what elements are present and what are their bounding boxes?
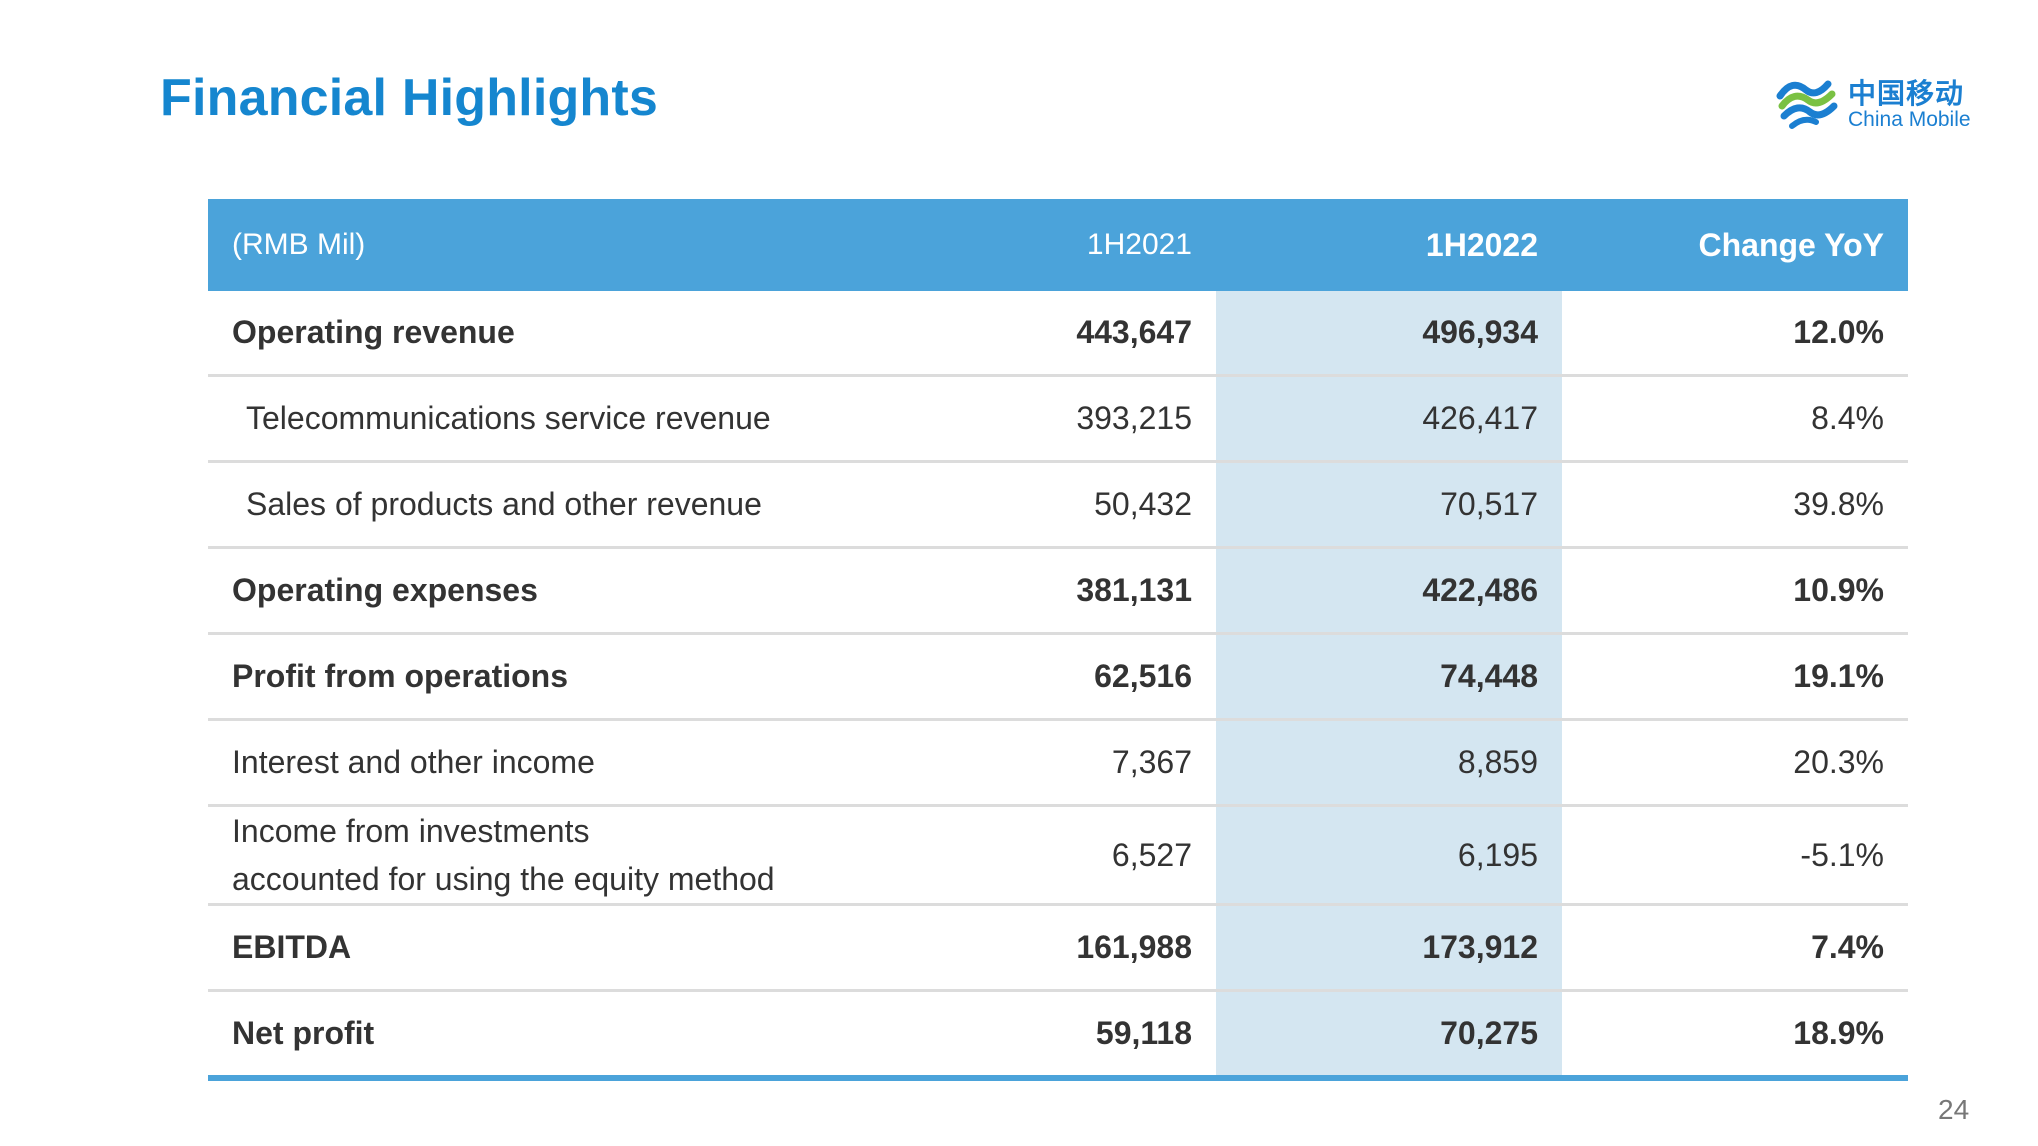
- cell-1h2022: 496,934: [1216, 291, 1562, 377]
- china-mobile-logo: 中国移动 China Mobile: [1772, 66, 1982, 136]
- row-label: 6,527 Income from investments accounted …: [208, 805, 1216, 906]
- table-row-profit-from-operations: Profit from operations 62,516 74,448 19.…: [208, 633, 1908, 721]
- slide-title: Financial Highlights: [160, 69, 659, 127]
- page-number: 24: [1938, 1094, 1970, 1125]
- table-row-sales-products-revenue: Sales of products and other revenue 50,4…: [208, 461, 1908, 549]
- table-row-income-from-investments: 6,527 Income from investments accounted …: [208, 805, 1908, 906]
- financial-table-body: (RMB Mil) 1H2021 1H2022 Change YoY Opera…: [208, 199, 1908, 1081]
- cell-change-yoy: 10.9%: [1562, 547, 1908, 635]
- row-label-text: Sales of products and other revenue: [246, 486, 762, 522]
- cell-1h2022: 74,448: [1216, 633, 1562, 721]
- header-1h2022: 1H2022: [1216, 199, 1562, 291]
- header-unit: (RMB Mil) 1H2021: [208, 199, 1216, 291]
- cell-1h2022: 422,486: [1216, 547, 1562, 635]
- row-label-line2: accounted for using the equity method: [232, 861, 775, 897]
- cell-1h2021: 59,118: [1095, 1015, 1192, 1051]
- header-change-yoy: Change YoY: [1562, 199, 1908, 291]
- row-label-line1: Income from investments: [232, 813, 590, 849]
- cell-1h2022: 8,859: [1216, 719, 1562, 807]
- row-label: EBITDA 161,988: [208, 904, 1216, 992]
- cell-1h2021: 62,516: [1094, 658, 1192, 694]
- cell-1h2021: 50,432: [1094, 486, 1192, 522]
- row-label-text: Interest and other income: [232, 744, 595, 780]
- cell-1h2021: 7,367: [1111, 744, 1192, 780]
- cell-change-yoy: 18.9%: [1562, 990, 1908, 1081]
- row-label-text: Operating revenue: [232, 314, 515, 350]
- logo-text-en: China Mobile: [1848, 108, 1971, 131]
- table-row-telecom-service-revenue: Telecommunications service revenue 393,2…: [208, 375, 1908, 463]
- row-label-text: Net profit: [232, 1015, 375, 1051]
- cell-1h2022: 70,517: [1216, 461, 1562, 549]
- cell-1h2022: 426,417: [1216, 375, 1562, 463]
- header-1h2021: 1H2021: [1086, 228, 1192, 261]
- cell-1h2021: 6,527: [1111, 837, 1192, 873]
- row-label-text: Profit from operations: [232, 658, 569, 694]
- cell-1h2021: 161,988: [1076, 929, 1192, 965]
- cell-change-yoy: 39.8%: [1562, 461, 1908, 549]
- cell-change-yoy: -5.1%: [1562, 805, 1908, 906]
- row-label-text: EBITDA: [232, 929, 352, 965]
- cell-1h2022: 6,195: [1216, 805, 1562, 906]
- cell-change-yoy: 7.4%: [1562, 904, 1908, 992]
- financial-table: (RMB Mil) 1H2021 1H2022 Change YoY Opera…: [208, 199, 1908, 1081]
- cell-change-yoy: 20.3%: [1562, 719, 1908, 807]
- table-row-interest-other-income: Interest and other income 7,367 8,859 20…: [208, 719, 1908, 807]
- row-label: Sales of products and other revenue 50,4…: [208, 461, 1216, 549]
- cell-1h2021: 393,215: [1076, 400, 1192, 436]
- header-unit-label: (RMB Mil): [232, 228, 366, 261]
- cell-1h2021: 443,647: [1076, 314, 1192, 350]
- cell-change-yoy: 19.1%: [1562, 633, 1908, 721]
- logo-text-cn: 中国移动: [1848, 77, 1965, 110]
- cell-1h2022: 70,275: [1216, 990, 1562, 1081]
- cell-1h2021: 381,131: [1076, 572, 1192, 608]
- table-header-row: (RMB Mil) 1H2021 1H2022 Change YoY: [208, 199, 1908, 291]
- table-row-net-profit: Net profit 59,118 70,275 18.9%: [208, 990, 1908, 1081]
- row-label: Interest and other income 7,367: [208, 719, 1216, 807]
- row-label: Profit from operations 62,516: [208, 633, 1216, 721]
- row-label: Net profit 59,118: [208, 990, 1216, 1081]
- row-label: Operating revenue 443,647: [208, 291, 1216, 377]
- cell-change-yoy: 12.0%: [1562, 291, 1908, 377]
- cell-change-yoy: 8.4%: [1562, 375, 1908, 463]
- cell-1h2022: 173,912: [1216, 904, 1562, 992]
- china-mobile-logo-icon: [1776, 80, 1838, 129]
- row-label-text: Operating expenses: [232, 572, 538, 608]
- table-row-operating-revenue: Operating revenue 443,647 496,934 12.0%: [208, 291, 1908, 377]
- table-row-ebitda: EBITDA 161,988 173,912 7.4%: [208, 904, 1908, 992]
- row-label-text: Telecommunications service revenue: [246, 400, 771, 436]
- row-label: Operating expenses 381,131: [208, 547, 1216, 635]
- row-label: Telecommunications service revenue 393,2…: [208, 375, 1216, 463]
- table-row-operating-expenses: Operating expenses 381,131 422,486 10.9%: [208, 547, 1908, 635]
